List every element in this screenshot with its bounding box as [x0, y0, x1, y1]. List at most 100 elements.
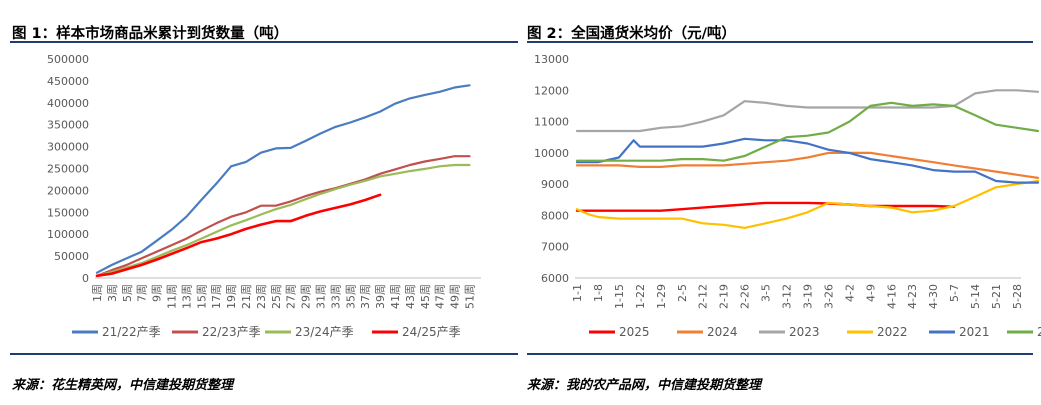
- x-tick-label: 4-23: [906, 284, 919, 309]
- x-tick-group: 13周: [180, 284, 193, 309]
- x-tick-label: 4-30: [927, 284, 940, 309]
- x-tick-group: 37周: [359, 284, 372, 309]
- x-tick-group: 5-7: [948, 284, 961, 302]
- y-tick-label: 0: [82, 272, 89, 285]
- chart-source: 来源：花生精英网，中信建投期货整理: [12, 378, 234, 393]
- y-tick-label: 350000: [47, 119, 89, 132]
- title-rule: [527, 41, 1033, 43]
- x-tick-label: 45周: [419, 284, 432, 309]
- series-line-2025: [575, 201, 956, 212]
- x-tick-group: 3周: [106, 284, 119, 302]
- x-tick-label: 1-22: [634, 284, 647, 309]
- x-tick-group: 19周: [225, 284, 238, 309]
- x-tick-label: 3-12: [781, 284, 794, 309]
- x-tick-label: 4-2: [843, 284, 856, 302]
- x-tick-label: 1-29: [655, 284, 668, 309]
- x-tick-label: 5-21: [990, 284, 1003, 309]
- x-tick-label: 35周: [344, 284, 357, 309]
- x-tick-label: 3-5: [760, 284, 773, 302]
- x-tick-group: 4-23: [906, 284, 919, 309]
- y-tick-label: 6000: [541, 272, 569, 285]
- legend-label: 2020: [1037, 325, 1041, 339]
- legend-label: 22/23产季: [202, 325, 261, 339]
- x-tick-group: 27周: [285, 284, 298, 309]
- footer-rule: [10, 353, 518, 355]
- x-tick-label: 33周: [329, 284, 342, 309]
- x-tick-group: 2-19: [718, 284, 731, 309]
- x-tick-label: 51周: [464, 284, 477, 309]
- x-tick-group: 1-22: [634, 284, 647, 309]
- series-line-24/25产季: [95, 193, 382, 278]
- series-line-2021: [575, 137, 1040, 184]
- y-tick-label: 200000: [47, 184, 89, 197]
- x-tick-group: 33周: [329, 284, 342, 309]
- x-tick-group: 21周: [240, 284, 253, 309]
- x-tick-group: 1-8: [592, 284, 605, 302]
- chart-title: 图 1：样本市场商品米累计到货数量（吨）: [12, 26, 289, 42]
- legend-label: 2025: [619, 325, 650, 339]
- x-tick-label: 5-14: [969, 284, 982, 309]
- x-tick-label: 1-1: [571, 284, 584, 302]
- y-tick-label: 100000: [47, 228, 89, 241]
- chart-panel-left: 图 1：样本市场商品米累计到货数量（吨） 0 50000 100000 150000 2…: [10, 26, 518, 393]
- x-tick-group: 15周: [195, 284, 208, 309]
- y-tick-label: 10000: [534, 147, 569, 160]
- x-tick-group: 1-1: [571, 284, 584, 302]
- x-tick-label: 3周: [106, 284, 119, 302]
- y-tick-label: 450000: [47, 75, 89, 88]
- legend-label: 23/24产季: [295, 325, 354, 339]
- y-tick-label: 500000: [47, 53, 89, 66]
- x-tick-label: 15周: [195, 284, 208, 309]
- x-tick-group: 1周: [91, 284, 104, 302]
- x-tick-group: 45周: [419, 284, 432, 309]
- y-tick-label: 50000: [54, 250, 89, 263]
- x-tick-label: 13周: [180, 284, 193, 309]
- x-tick-group: 3-19: [801, 284, 814, 309]
- x-tick-label: 19周: [225, 284, 238, 309]
- x-tick-group: 4-2: [843, 284, 856, 302]
- series-line-21/22产季: [95, 84, 471, 274]
- x-tick-label: 4-16: [885, 284, 898, 309]
- x-tick-group: 9周: [151, 284, 164, 302]
- y-tick-label: 13000: [534, 53, 569, 66]
- x-tick-label: 43周: [404, 284, 417, 309]
- x-tick-label: 5周: [121, 284, 134, 302]
- chart-left-svg: 0 50000 100000 150000 200000 250000 300000 3500…: [47, 53, 481, 339]
- x-tick-group: 4-16: [885, 284, 898, 309]
- x-tick-group: 17周: [210, 284, 223, 309]
- legend-label: 2021: [959, 325, 990, 339]
- x-tick-label: 7周: [136, 284, 149, 302]
- x-tick-label: 17周: [210, 284, 223, 309]
- series-line-23/24产季: [95, 163, 471, 277]
- title-rule: [10, 41, 518, 43]
- x-tick-label: 2-19: [718, 284, 731, 309]
- x-tick-group: 11周: [166, 284, 179, 309]
- x-tick-group: 35周: [344, 284, 357, 309]
- x-tick-group: 31周: [315, 284, 328, 309]
- x-tick-group: 5-28: [1011, 284, 1024, 309]
- x-tick-label: 31周: [315, 284, 328, 309]
- x-tick-group: 5周: [121, 284, 134, 302]
- x-tick-group: 5-14: [969, 284, 982, 309]
- x-tick-group: 49周: [449, 284, 462, 309]
- x-tick-label: 29周: [300, 284, 313, 309]
- legend-label: 2023: [789, 325, 820, 339]
- x-tick-group: 23周: [255, 284, 268, 309]
- chart-title: 图 2：全国通货米均价（元/吨）: [527, 26, 736, 42]
- x-tick-group: 2-12: [697, 284, 710, 309]
- x-tick-label: 3-19: [801, 284, 814, 309]
- x-tick-label: 2-12: [697, 284, 710, 309]
- x-tick-label: 39周: [374, 284, 387, 309]
- x-tick-group: 41周: [389, 284, 402, 309]
- chart-source: 来源：我的农产品网，中信建投期货整理: [527, 378, 762, 393]
- y-tick-label: 7000: [541, 241, 569, 254]
- x-tick-group: 5-21: [990, 284, 1003, 309]
- x-tick-label: 1-8: [592, 284, 605, 302]
- x-tick-label: 5-7: [948, 284, 961, 302]
- x-tick-label: 2-26: [739, 284, 752, 309]
- footer-rule: [527, 353, 1033, 355]
- x-tick-group: 43周: [404, 284, 417, 309]
- x-tick-label: 1周: [91, 284, 104, 302]
- series-line-22/23产季: [95, 155, 471, 277]
- x-tick-label: 37周: [359, 284, 372, 309]
